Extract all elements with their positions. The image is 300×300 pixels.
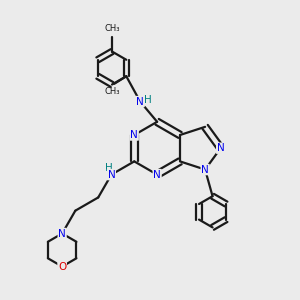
Text: N: N — [130, 130, 138, 140]
Text: N: N — [136, 97, 144, 106]
Text: N: N — [153, 169, 161, 180]
Text: H: H — [105, 163, 113, 173]
Text: CH₃: CH₃ — [104, 24, 120, 33]
Text: CH₃: CH₃ — [104, 87, 120, 96]
Text: N: N — [201, 165, 209, 175]
Text: H: H — [144, 95, 152, 105]
Text: N: N — [58, 229, 66, 238]
Text: O: O — [58, 262, 66, 272]
Text: N: N — [107, 169, 115, 180]
Text: N: N — [217, 143, 224, 153]
